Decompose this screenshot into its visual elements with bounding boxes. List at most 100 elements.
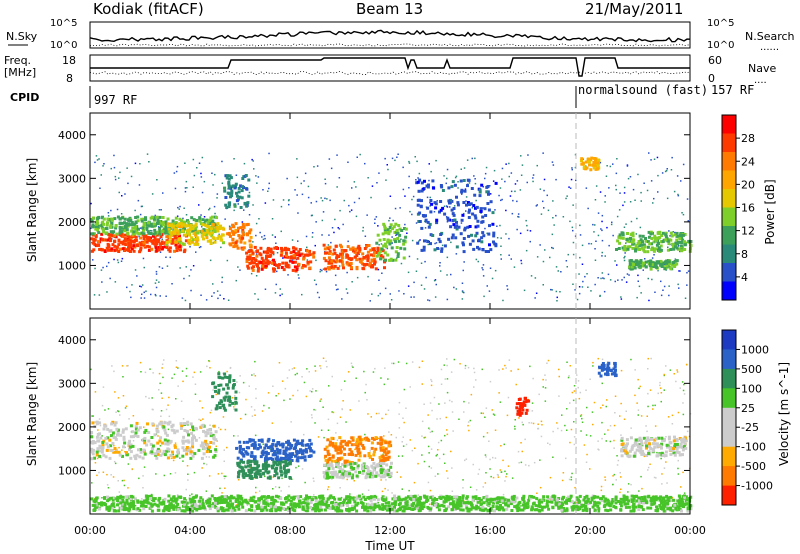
scatter-point: [463, 400, 465, 403]
scatter-point: [421, 420, 424, 423]
scatter-point: [597, 277, 599, 279]
heatmap-cell: [142, 235, 146, 238]
heatmap-cell: [206, 443, 210, 447]
heatmap-cell: [388, 440, 392, 444]
scatter-point: [341, 408, 344, 411]
scatter-point: [301, 468, 304, 470]
heatmap-cell: [640, 243, 644, 247]
heatmap-cell: [322, 243, 326, 247]
scatter-point: [677, 473, 680, 475]
heatmap-cell: [248, 243, 252, 247]
heatmap-cell: [150, 247, 154, 251]
heatmap-cell: [128, 447, 131, 451]
heatmap-cell: [260, 267, 264, 271]
scatter-point: [313, 166, 315, 168]
heatmap-cell: [173, 431, 177, 435]
heatmap-cell: [350, 443, 354, 447]
heatmap-cell: [156, 447, 160, 451]
heatmap-cell: [237, 190, 241, 194]
scatter-point: [246, 504, 249, 506]
heatmap-cell: [349, 462, 353, 466]
scatter-point: [330, 167, 333, 170]
heatmap-cell: [687, 239, 691, 243]
heatmap-cell: [196, 238, 200, 242]
heatmap-cell: [147, 245, 151, 249]
heatmap-cell: [340, 256, 344, 260]
heatmap-cell: [142, 232, 146, 236]
heatmap-cell: [252, 257, 255, 261]
heatmap-cell: [494, 181, 498, 185]
scatter-point: [403, 388, 406, 391]
scatter-point: [385, 479, 387, 481]
scatter-point: [324, 197, 326, 200]
scatter-point: [427, 414, 429, 416]
heatmap-cell: [614, 368, 617, 372]
heatmap-cell: [122, 239, 126, 243]
heatmap-cell: [368, 470, 372, 474]
heatmap-cell: [284, 452, 288, 456]
heatmap-cell: [144, 239, 147, 243]
scatter-point: [428, 503, 431, 505]
heatmap-cell: [186, 449, 190, 453]
scatter-point: [185, 214, 188, 216]
heatmap-cell: [672, 439, 676, 443]
heatmap-cell: [432, 186, 436, 190]
scatter-point: [304, 481, 306, 484]
scatter-point: [179, 267, 181, 269]
heatmap-cell: [340, 456, 344, 460]
scatter-point: [428, 428, 431, 430]
heatmap-cell: [392, 509, 396, 513]
heatmap-cell: [147, 439, 151, 443]
heatmap-cell: [356, 438, 360, 442]
heatmap-cell: [674, 241, 678, 245]
heatmap-cell: [278, 448, 282, 452]
scatter-point: [248, 385, 250, 387]
scatter-point: [195, 236, 197, 239]
scatter-point: [438, 403, 440, 405]
heatmap-cell: [455, 224, 459, 228]
heatmap-cell: [191, 509, 195, 513]
heatmap-cell: [683, 442, 687, 446]
scatter-point: [623, 192, 626, 194]
heatmap-cell: [121, 242, 125, 246]
heatmap-cell: [450, 208, 454, 212]
scatter-point: [555, 290, 558, 293]
scatter-point: [463, 212, 465, 215]
scatter-point: [500, 258, 502, 260]
heatmap-cell: [613, 365, 617, 369]
scatter-point: [430, 467, 433, 469]
heatmap-cell: [106, 221, 109, 225]
scatter-point: [127, 495, 129, 497]
scatter-point: [326, 366, 328, 368]
heatmap-cell: [213, 454, 217, 458]
scatter-point: [168, 396, 170, 399]
heatmap-cell: [622, 444, 625, 448]
scatter-point: [489, 458, 491, 461]
heatmap-cell: [303, 455, 307, 459]
scatter-point: [615, 188, 617, 191]
heatmap-cell: [388, 226, 392, 229]
heatmap-cell: [342, 470, 346, 474]
scatter-point: [488, 440, 490, 442]
scatter-point: [255, 222, 258, 225]
scatter-point: [511, 212, 514, 215]
heatmap-cell: [134, 220, 138, 224]
scatter-point: [543, 207, 545, 209]
heatmap-cell: [204, 434, 208, 438]
heatmap-cell: [277, 441, 281, 445]
scatter-point: [494, 457, 497, 459]
heatmap-cell: [326, 460, 330, 464]
heatmap-cell: [140, 231, 144, 235]
heatmap-cell: [217, 384, 221, 387]
scatter-point: [514, 183, 517, 185]
heatmap-cell: [386, 253, 390, 257]
heatmap-cell: [606, 365, 610, 369]
scatter-point: [398, 413, 400, 415]
heatmap-cell: [390, 461, 393, 465]
heatmap-cell: [675, 442, 679, 446]
heatmap-cell: [379, 249, 382, 253]
heatmap-cell: [611, 372, 614, 376]
heatmap-cell: [129, 502, 133, 505]
scatter-point: [244, 464, 246, 466]
scatter-point: [192, 376, 194, 378]
